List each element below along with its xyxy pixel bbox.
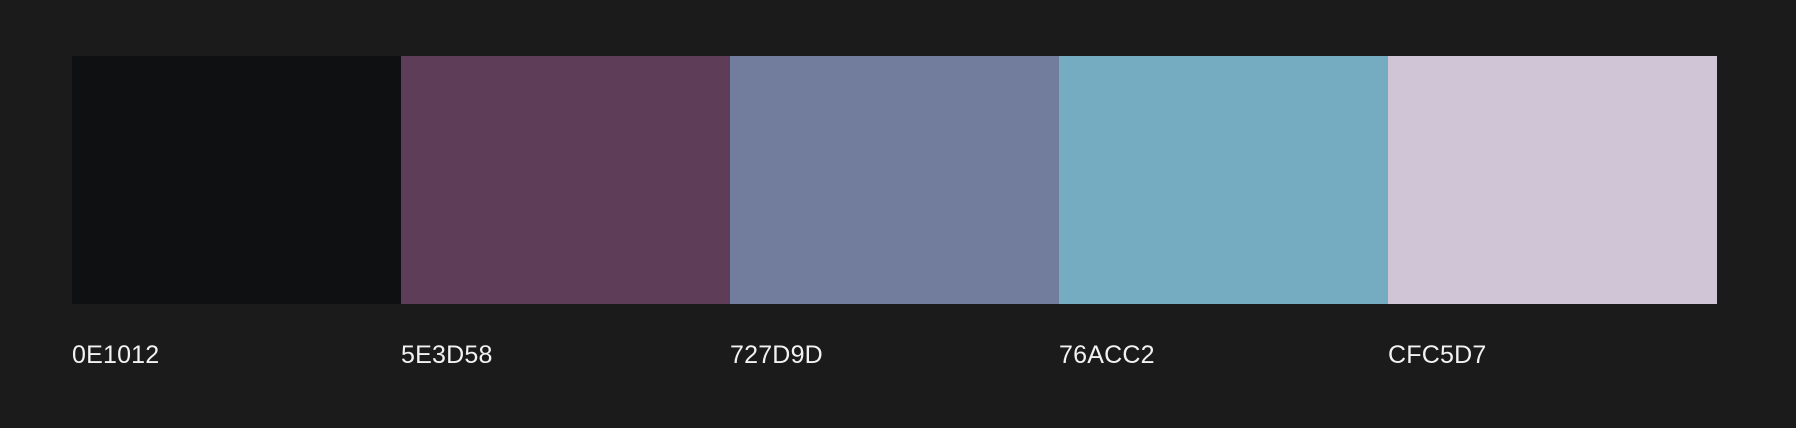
color-swatch-3[interactable]: [730, 56, 1059, 304]
color-hex-label-4: 76ACC2: [1059, 341, 1155, 369]
color-swatch-4[interactable]: [1059, 56, 1388, 304]
color-labels: 0E1012 5E3D58 727D9D 76ACC2 CFC5D7: [72, 338, 1717, 372]
color-hex-label-3: 727D9D: [730, 341, 823, 369]
color-swatch-5[interactable]: [1388, 56, 1717, 304]
color-hex-label-1: 0E1012: [72, 341, 160, 369]
color-palette: [72, 56, 1717, 304]
color-hex-label-2: 5E3D58: [401, 341, 493, 369]
color-swatch-1[interactable]: [72, 56, 401, 304]
color-hex-label-5: CFC5D7: [1388, 341, 1487, 369]
color-swatch-2[interactable]: [401, 56, 730, 304]
